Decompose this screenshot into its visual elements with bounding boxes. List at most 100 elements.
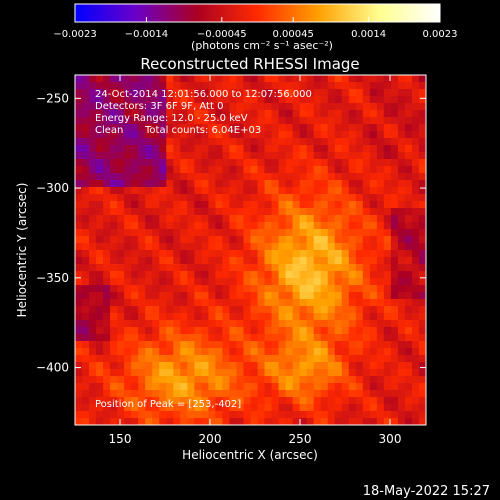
heatmap-cell: [271, 236, 279, 244]
heatmap-cell: [355, 411, 364, 419]
heatmap-cell: [299, 82, 308, 90]
heatmap-cell: [362, 89, 371, 97]
heatmap-cell: [75, 390, 83, 398]
colorbar-tick-label: −0.00045: [197, 29, 247, 40]
heatmap-cell: [236, 131, 244, 139]
heatmap-cell: [208, 369, 216, 377]
heatmap-cell: [208, 75, 216, 83]
heatmap-cell: [131, 383, 139, 391]
heatmap-cell: [131, 145, 139, 153]
heatmap-cell: [110, 138, 118, 146]
heatmap-cell: [362, 334, 371, 342]
heatmap-cell: [124, 341, 132, 349]
heatmap-cell: [138, 194, 146, 202]
heatmap-cell: [103, 187, 111, 195]
heatmap-cell: [278, 411, 286, 419]
heatmap-cell: [299, 173, 308, 181]
heatmap-cell: [271, 194, 279, 202]
heatmap-cell: [187, 404, 195, 412]
heatmap-cell: [278, 418, 286, 425]
heatmap-cell: [278, 166, 286, 174]
heatmap-cell: [145, 257, 153, 265]
heatmap-cell: [103, 82, 111, 90]
heatmap-cell: [103, 362, 111, 370]
heatmap-cell: [103, 292, 111, 300]
heatmap-cell: [306, 292, 315, 300]
heatmap-cell: [173, 152, 181, 160]
heatmap-cell: [341, 173, 350, 181]
heatmap-cell: [327, 383, 336, 391]
heatmap-cell: [271, 124, 279, 132]
heatmap-cell: [138, 89, 146, 97]
heatmap-cell: [278, 313, 286, 321]
heatmap-cell: [271, 201, 279, 209]
heatmap-cell: [124, 264, 132, 272]
heatmap-cell: [124, 418, 132, 425]
heatmap-cell: [215, 173, 223, 181]
heatmap-cell: [383, 138, 392, 146]
heatmap-cell: [334, 222, 343, 230]
heatmap-cell: [103, 152, 111, 160]
heatmap-cell: [124, 278, 132, 286]
heatmap-cell: [334, 320, 343, 328]
heatmap-cell: [201, 117, 209, 125]
heatmap-cell: [152, 215, 160, 223]
heatmap-cell: [348, 292, 357, 300]
heatmap-cell: [383, 243, 392, 251]
heatmap-cell: [82, 299, 90, 307]
heatmap-cell: [110, 96, 118, 104]
heatmap-cell: [341, 306, 350, 314]
heatmap-cell: [362, 243, 371, 251]
heatmap-cell: [257, 166, 265, 174]
heatmap-cell: [348, 306, 357, 314]
heatmap-cell: [215, 138, 223, 146]
heatmap-cell: [103, 201, 111, 209]
heatmap-cell: [180, 292, 188, 300]
heatmap-cell: [320, 327, 329, 335]
heatmap-cell: [271, 131, 279, 139]
heatmap-cell: [278, 327, 286, 335]
heatmap-cell: [96, 341, 104, 349]
heatmap-cell: [96, 411, 104, 419]
heatmap-cell: [278, 103, 286, 111]
heatmap-cell: [264, 229, 272, 237]
heatmap-cell: [404, 313, 413, 321]
heatmap-cell: [250, 376, 258, 384]
heatmap-cell: [187, 159, 195, 167]
heatmap-cell: [376, 110, 385, 118]
heatmap-cell: [173, 376, 181, 384]
heatmap-cell: [131, 124, 139, 132]
heatmap-cell: [215, 292, 223, 300]
heatmap-cell: [215, 250, 223, 258]
annotation-energy-range: Energy Range: 12.0 - 25.0 keV: [95, 113, 248, 124]
heatmap-cell: [383, 390, 392, 398]
heatmap-cell: [327, 355, 336, 363]
heatmap-cell: [313, 397, 322, 405]
heatmap-cell: [355, 138, 364, 146]
heatmap-cell: [110, 341, 118, 349]
heatmap-cell: [264, 355, 272, 363]
heatmap-cell: [334, 117, 343, 125]
heatmap-cell: [334, 110, 343, 118]
heatmap-cell: [75, 411, 83, 419]
heatmap-cell: [250, 75, 258, 83]
heatmap-cell: [82, 152, 90, 160]
heatmap-cell: [341, 292, 350, 300]
heatmap-cell: [418, 299, 426, 307]
heatmap-cell: [271, 250, 279, 258]
heatmap-cell: [117, 159, 125, 167]
heatmap-cell: [187, 411, 195, 419]
heatmap-cell: [152, 257, 160, 265]
heatmap-cell: [313, 208, 322, 216]
heatmap-cell: [369, 236, 378, 244]
heatmap-cell: [355, 285, 364, 293]
heatmap-cell: [334, 348, 343, 356]
heatmap-cell: [327, 397, 336, 405]
heatmap-cell: [110, 299, 118, 307]
heatmap-cell: [173, 110, 181, 118]
heatmap-cell: [271, 110, 279, 118]
heatmap-cell: [341, 145, 350, 153]
heatmap-cell: [117, 152, 125, 160]
heatmap-cell: [299, 383, 308, 391]
heatmap-cell: [124, 243, 132, 251]
